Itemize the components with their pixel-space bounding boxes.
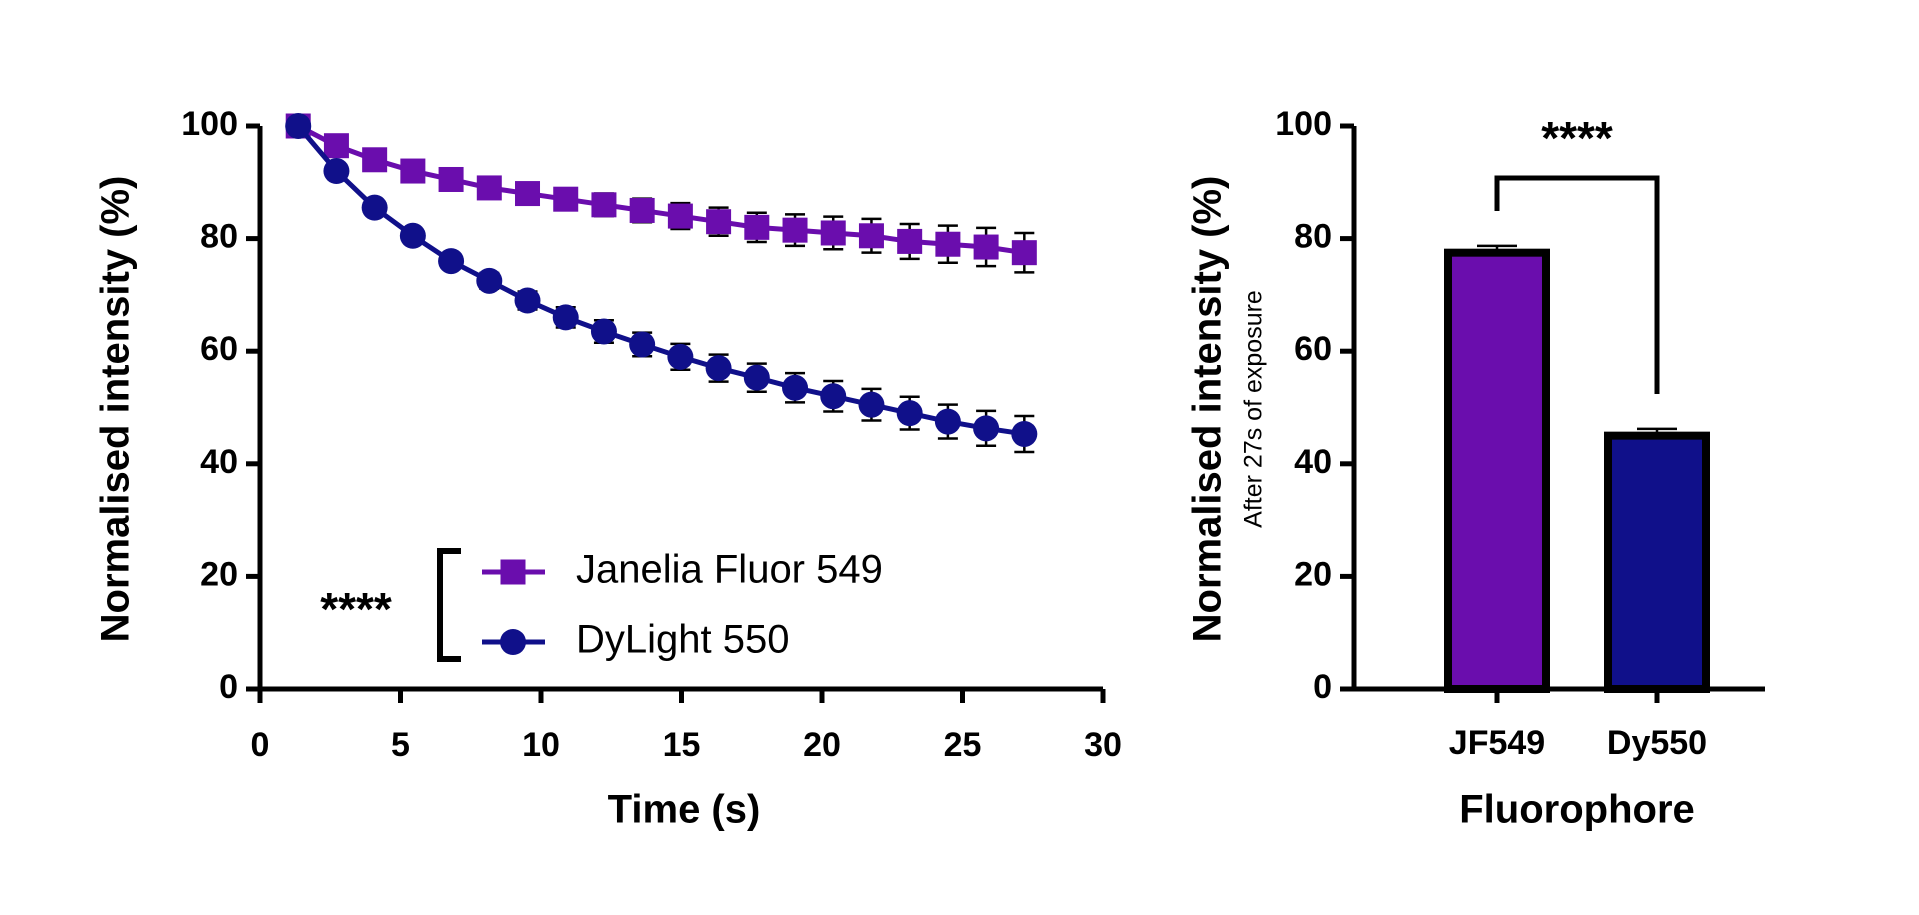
marker [820, 383, 847, 410]
legend-bracket [437, 548, 461, 662]
legend-label: Janelia Fluor 549 [576, 548, 883, 592]
significance: **** [320, 583, 392, 635]
marker [514, 287, 541, 314]
marker [400, 158, 426, 184]
marker [362, 147, 388, 173]
x-tick-label: 20 [803, 726, 841, 764]
legend-marker [500, 559, 526, 585]
marker [323, 158, 350, 185]
y-axis-label: Normalised intensity (%) [1186, 176, 1230, 643]
marker [552, 304, 579, 331]
x-tick-label: 30 [1084, 726, 1122, 764]
y-tick-label: 0 [1313, 668, 1332, 706]
marker [743, 364, 770, 391]
x-tick-label: 15 [663, 726, 701, 764]
marker [858, 391, 885, 418]
marker [476, 175, 502, 201]
marker [590, 318, 617, 345]
marker [667, 203, 693, 229]
legend-marker [500, 629, 526, 655]
x-axis-label: Time (s) [608, 788, 761, 832]
marker [553, 186, 579, 212]
x-tick-label: 5 [391, 726, 410, 764]
marker [782, 217, 808, 243]
y-tick-label: 100 [1275, 105, 1332, 143]
marker [973, 415, 1000, 442]
marker [438, 166, 464, 192]
marker [629, 197, 655, 223]
y-tick-label: 20 [200, 555, 238, 593]
marker [706, 209, 732, 235]
x-tick-label: 0 [251, 726, 270, 764]
marker [361, 194, 388, 221]
y-tick-label: 80 [200, 218, 238, 256]
y-axis-label: Normalised intensity (%) [94, 176, 138, 643]
marker [515, 181, 541, 207]
bar [1604, 431, 1710, 693]
marker [399, 222, 426, 249]
y-tick-label: 0 [219, 668, 238, 706]
significance: **** [1541, 112, 1613, 164]
marker [285, 113, 312, 139]
marker [973, 234, 999, 260]
marker [744, 214, 770, 240]
y-tick-label: 20 [1294, 555, 1332, 593]
marker [897, 228, 923, 254]
legend-label: DyLight 550 [576, 618, 789, 662]
y-tick-label: 40 [1294, 443, 1332, 481]
marker [438, 248, 465, 275]
marker [323, 133, 349, 159]
y-tick-label: 60 [200, 330, 238, 368]
x-axis-label: Fluorophore [1459, 788, 1695, 832]
x-tick-label: 25 [944, 726, 982, 764]
y-tick-label: 60 [1294, 330, 1332, 368]
marker [820, 220, 846, 246]
bar [1444, 248, 1550, 694]
marker [629, 331, 656, 358]
marker [1011, 420, 1038, 447]
marker [667, 343, 694, 370]
marker [591, 192, 617, 218]
marker [934, 408, 961, 435]
marker [935, 231, 961, 257]
y-tick-label: 80 [1294, 218, 1332, 256]
marker [858, 223, 884, 249]
marker [782, 374, 809, 401]
y-tick-label: 40 [200, 443, 238, 481]
significance-bracket [1494, 175, 1660, 394]
x-tick-label: 10 [522, 726, 560, 764]
marker [705, 355, 732, 382]
x-tick-label: Dy550 [1607, 724, 1707, 762]
marker [896, 400, 923, 427]
x-tick-label: JF549 [1449, 724, 1545, 762]
y-tick-label: 100 [181, 105, 238, 143]
y-axis-sublabel: After 27s of exposure [1240, 290, 1268, 528]
marker [1011, 240, 1037, 266]
marker [476, 267, 503, 294]
